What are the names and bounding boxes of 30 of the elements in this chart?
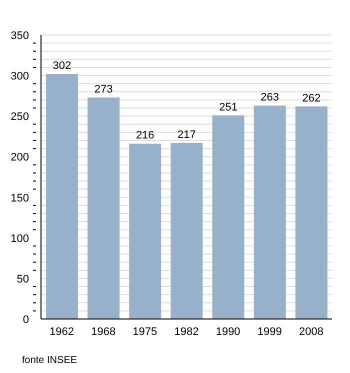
data-label: 302 — [52, 60, 72, 72]
source-note: fonte INSEE — [22, 355, 78, 366]
y-tick-label: 150 — [10, 192, 29, 204]
bar — [254, 106, 286, 319]
x-tick-label: 1990 — [216, 326, 240, 338]
y-tick-label: 50 — [16, 273, 29, 286]
data-label: 262 — [302, 92, 321, 104]
y-tick-label: 0 — [22, 314, 29, 326]
y-tick-label: 200 — [10, 152, 29, 164]
x-tick-label: 2008 — [298, 326, 324, 338]
data-label: 251 — [219, 101, 238, 114]
x-tick-label: 1982 — [174, 326, 199, 338]
y-tick-label: 350 — [10, 30, 29, 42]
bar — [295, 106, 328, 319]
bar — [129, 144, 162, 319]
bar — [46, 74, 78, 319]
y-tick-label: 100 — [10, 232, 29, 245]
y-tick-label: 300 — [10, 70, 29, 83]
x-tick-label: 1975 — [132, 326, 158, 338]
data-label: 263 — [260, 92, 280, 104]
bar — [170, 142, 203, 319]
x-tick-label: 1968 — [91, 326, 116, 338]
y-tick-label: 250 — [10, 111, 29, 124]
bar — [88, 97, 120, 319]
x-tick-label: 1999 — [257, 326, 282, 338]
x-tick-label: 1962 — [50, 326, 74, 338]
data-label: 216 — [136, 130, 154, 142]
data-label: 217 — [178, 128, 196, 141]
data-label: 273 — [94, 83, 113, 96]
bar — [212, 115, 244, 319]
